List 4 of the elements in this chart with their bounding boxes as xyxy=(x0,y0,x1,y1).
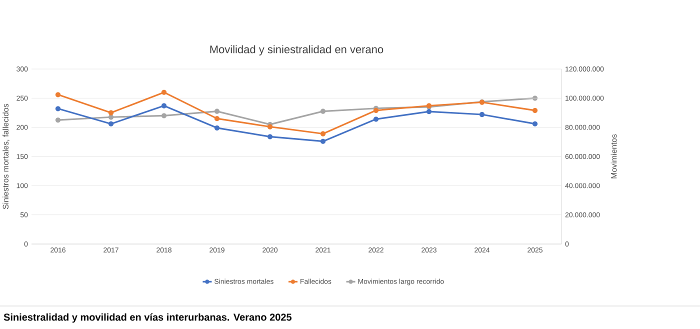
chart-title: Movilidad y siniestralidad en verano xyxy=(210,45,384,56)
y-axis-title: Siniestros mortales, fallecidos xyxy=(2,104,10,210)
y2-axis-title: Movimientos xyxy=(610,134,617,178)
text: Siniestralidad y movilidad en vías interurbanas. Verano 2025 xyxy=(4,313,292,323)
